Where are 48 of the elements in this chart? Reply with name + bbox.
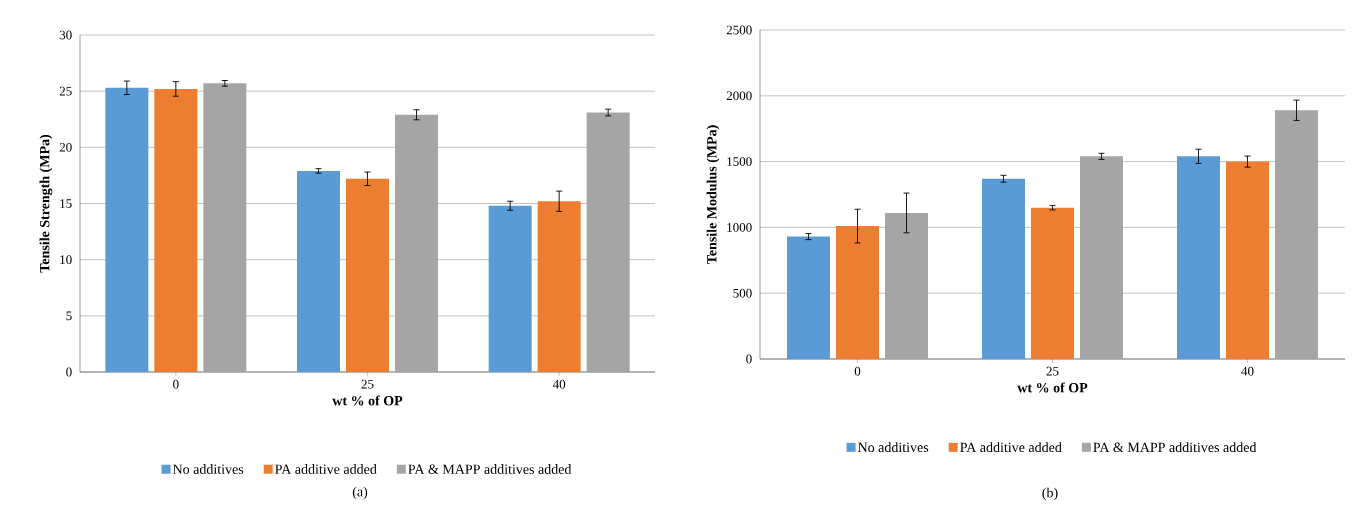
legend-label: PA additive added bbox=[275, 464, 377, 474]
bar bbox=[395, 114, 439, 372]
bar bbox=[787, 236, 831, 359]
y-tick-label: 25 bbox=[59, 86, 72, 96]
legend-label: PA additive added bbox=[960, 442, 1062, 453]
y-tick-label: 10 bbox=[60, 255, 72, 265]
y-tick-label: 2000 bbox=[726, 91, 752, 101]
y-axis-title: Tensile Modulus (MPa) bbox=[706, 125, 720, 265]
y-tick-label: 30 bbox=[59, 30, 72, 40]
bar bbox=[488, 205, 532, 372]
bar bbox=[346, 178, 390, 372]
y-tick-label: 500 bbox=[733, 288, 752, 298]
bar bbox=[836, 226, 880, 359]
bar bbox=[154, 88, 198, 372]
x-tick-label: 40 bbox=[1241, 366, 1254, 376]
bar bbox=[1031, 207, 1075, 359]
x-tick-label: 25 bbox=[1046, 366, 1059, 376]
y-tick-label: 0 bbox=[746, 354, 752, 364]
bar bbox=[537, 201, 581, 372]
y-tick-label: 1000 bbox=[727, 223, 752, 232]
legend-label: PA & MAPP additives added bbox=[1093, 442, 1257, 453]
y-axis-title: Tensile Strength (MPa) bbox=[39, 134, 53, 273]
text: (a) bbox=[352, 486, 368, 500]
bar bbox=[1275, 110, 1319, 359]
bar bbox=[105, 87, 149, 372]
bar bbox=[297, 170, 341, 372]
text: (b) bbox=[1042, 487, 1058, 501]
legend-label: No additives bbox=[857, 442, 929, 453]
x-axis-title: wt % of OP bbox=[332, 395, 403, 406]
y-tick-label: 1500 bbox=[727, 157, 752, 166]
x-tick-label: 0 bbox=[854, 366, 861, 376]
y-tick-label: 15 bbox=[60, 199, 72, 208]
bar bbox=[982, 178, 1026, 359]
x-axis-title: wt % of OP bbox=[1017, 382, 1088, 393]
bar bbox=[1177, 156, 1221, 359]
x-tick-label: 0 bbox=[173, 379, 179, 389]
y-tick-label: 20 bbox=[59, 142, 72, 152]
bar bbox=[1080, 156, 1124, 359]
legend-label: PA & MAPP additives added bbox=[408, 464, 572, 474]
x-tick-label: 40 bbox=[552, 379, 566, 389]
bar bbox=[885, 212, 929, 359]
y-tick-label: 2500 bbox=[726, 25, 752, 35]
x-tick-label: 25 bbox=[361, 379, 374, 389]
bar bbox=[203, 83, 247, 372]
legend-label: No additives bbox=[172, 464, 244, 474]
y-tick-label: 5 bbox=[66, 311, 72, 321]
bar bbox=[586, 112, 630, 372]
bar bbox=[1226, 161, 1270, 359]
